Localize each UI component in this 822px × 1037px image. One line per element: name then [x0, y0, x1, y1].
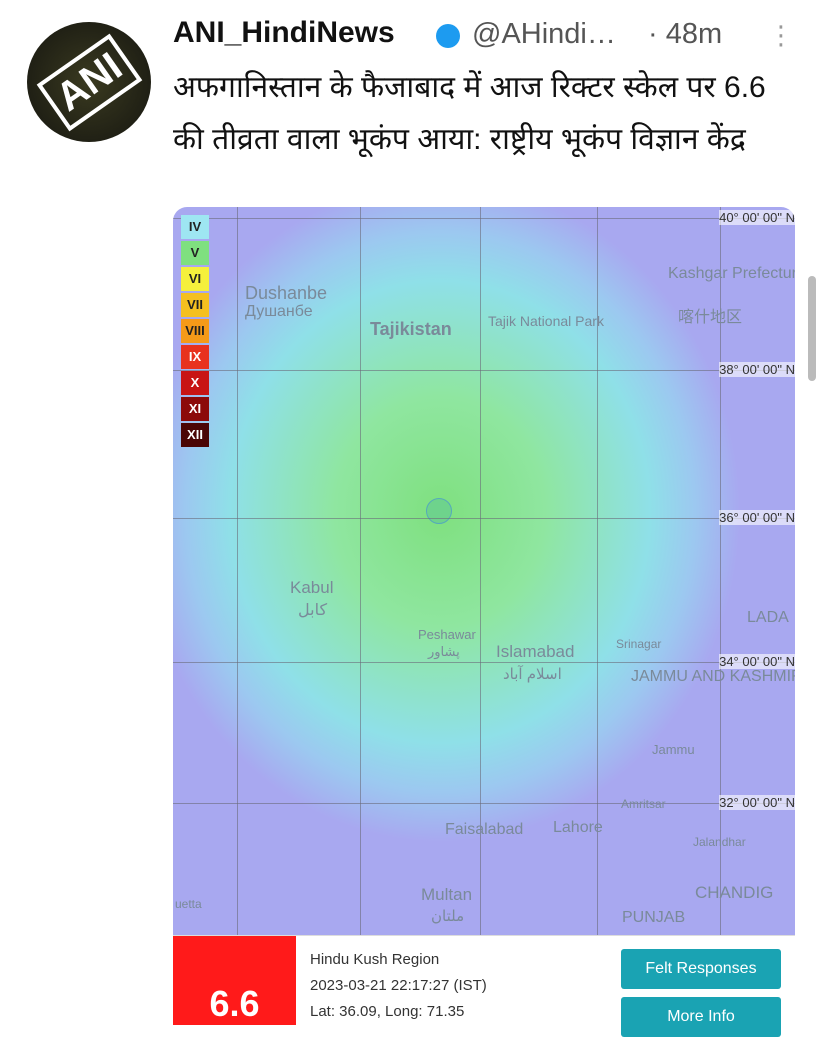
legend-item: XI	[181, 397, 209, 421]
more-menu[interactable]: ⋮	[768, 20, 794, 50]
place-label: Jalandhar	[693, 835, 746, 849]
grid-line	[173, 370, 795, 371]
avatar[interactable]: ANI	[27, 22, 151, 142]
place-label: اسلام آباد	[503, 666, 562, 683]
epicenter	[426, 498, 452, 524]
place-label: کابل	[298, 602, 328, 619]
place-label: Lahore	[553, 819, 603, 836]
place-label: 喀什地区	[678, 309, 743, 326]
button[interactable]: Felt Responses	[621, 949, 781, 989]
info-panel: 6.6 Hindu Kush Region 2023-03-21 22:17:2…	[173, 935, 795, 1037]
latitude-label: 40° 00' 00" N	[719, 210, 795, 225]
legend-item: X	[181, 371, 209, 395]
latitude-label: 38° 00' 00" N	[719, 362, 795, 377]
place-label: Islamabad	[496, 642, 575, 661]
grid-line	[173, 218, 795, 219]
button[interactable]: More Info	[621, 997, 781, 1037]
latitude-label: 34° 00' 00" N	[719, 654, 795, 669]
legend-item: V	[181, 241, 209, 265]
location: Lat: 36.09, Long: 71.35	[310, 1003, 465, 1020]
place-label: Faisalabad	[445, 821, 524, 838]
place-label: ملتان	[431, 908, 465, 925]
grid-line	[480, 207, 481, 935]
grid-line	[173, 803, 795, 804]
verified-badge	[436, 24, 460, 48]
grid-line	[720, 207, 721, 935]
place-label: JAMMU AND KASHMIR	[631, 668, 795, 685]
place-label: پشاور	[428, 644, 460, 659]
magnitude: 6.6	[173, 936, 296, 1025]
legend-item: VI	[181, 267, 209, 291]
legend-item: IV	[181, 215, 209, 239]
legend-item: VIII	[181, 319, 209, 343]
place-label: Multan	[421, 885, 473, 904]
place-label: Tajik National Park	[488, 313, 604, 329]
scrollbar[interactable]	[808, 276, 816, 381]
place-label: LADA	[747, 609, 789, 626]
place-label: Srinagar	[616, 637, 662, 651]
grid-line	[173, 518, 795, 519]
region: Hindu Kush Region	[310, 951, 440, 968]
map-image[interactable]: 40° 00' 00" N 38° 00' 00" N 36° 00' 00" N 3…	[173, 207, 795, 935]
place-label: Amritsar	[621, 797, 666, 811]
latitude-label: 32° 00' 00" N	[719, 795, 795, 810]
place-label: CHANDIG	[695, 883, 774, 902]
legend-item: XII	[181, 423, 209, 447]
legend-item: VII	[181, 293, 209, 317]
grid-line	[237, 207, 238, 935]
tweet-text: अफगानिस्तान के फैजाबाद में आज रिक्टर स्क…	[173, 71, 766, 156]
place-label: PUNJAB	[622, 909, 686, 926]
tweet-time[interactable]: · 48m	[648, 18, 723, 50]
place-label: Душанбе	[245, 303, 313, 320]
grid-line	[173, 662, 795, 663]
place-label: Peshawar	[418, 627, 476, 642]
place-label: Dushanbe	[245, 283, 328, 303]
latitude-label: 36° 00' 00" N	[719, 510, 795, 525]
avatar-text: ANI	[36, 33, 142, 131]
grid-line	[360, 207, 361, 935]
place-label: Jammu	[652, 742, 695, 757]
user-name[interactable]: ANI_HindiNews	[173, 16, 395, 49]
legend-item: IX	[181, 345, 209, 369]
place-label: uetta	[175, 897, 202, 911]
place-label: Kashgar Prefecture	[668, 265, 795, 282]
user-handle[interactable]: @AHindi…	[472, 18, 616, 50]
event-time: 2023-03-21 22:17:27 (IST)	[310, 977, 487, 994]
place-label: Kabul	[290, 578, 334, 597]
grid-line	[597, 207, 598, 935]
place-label: Tajikistan	[370, 319, 452, 339]
